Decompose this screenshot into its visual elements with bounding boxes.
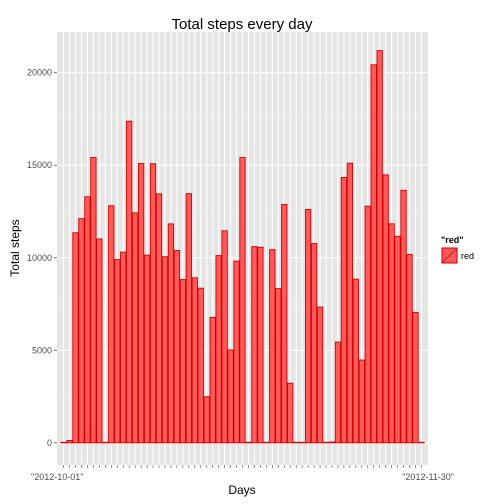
bar: [239, 157, 246, 444]
bar: [108, 205, 115, 444]
bar: [287, 382, 294, 444]
bar: [143, 254, 151, 444]
bar: [155, 193, 163, 444]
chart-title: Total steps every day: [172, 16, 313, 33]
bar: [132, 212, 139, 444]
bar: [370, 64, 377, 444]
bar: [328, 441, 336, 444]
bar: [149, 163, 157, 444]
legend: "red" red: [440, 235, 474, 265]
bar: [257, 246, 264, 444]
legend-label: red: [461, 251, 474, 261]
bar: [334, 341, 342, 444]
bar: [96, 238, 103, 444]
bar: [173, 249, 181, 444]
x-tick-label-last: "2012-11-30": [402, 472, 454, 482]
bar: [221, 230, 228, 444]
bar: [66, 440, 73, 444]
bar: [191, 277, 198, 444]
bar: [316, 306, 324, 444]
bar: [293, 441, 300, 444]
bar: [340, 177, 348, 444]
bar: [322, 441, 330, 444]
bar: [376, 50, 383, 444]
legend-key-slash: [441, 247, 458, 264]
bar: [167, 223, 175, 444]
bar: [364, 205, 371, 444]
bar: [263, 441, 270, 444]
bar: [197, 287, 204, 444]
bar: [251, 246, 258, 444]
y-tick-label: 5000: [32, 345, 52, 355]
bar: [126, 120, 133, 444]
bar: [406, 253, 413, 444]
bar: [185, 193, 192, 444]
y-axis: 0 5000 10000 15000 20000: [27, 68, 57, 448]
bars: [60, 50, 425, 444]
y-tick-label: 20000: [27, 68, 52, 78]
bar: [382, 174, 389, 444]
bar: [304, 209, 312, 444]
bar: [388, 223, 395, 444]
bar: [352, 278, 359, 444]
bar: [310, 243, 318, 444]
bar: [233, 260, 240, 444]
bar: [245, 441, 252, 444]
bar: [137, 162, 145, 444]
bar: [412, 311, 419, 444]
bar: [215, 255, 222, 444]
bar: [84, 196, 91, 444]
bar: [114, 259, 121, 444]
y-tick-label: 0: [47, 438, 52, 448]
y-tick-label: 10000: [27, 253, 52, 263]
bar: [227, 349, 234, 444]
bar: [400, 189, 407, 444]
bar: [72, 232, 79, 444]
legend-title: "red": [441, 235, 464, 245]
bar: [418, 441, 425, 444]
bar: [394, 235, 401, 444]
bar: [203, 396, 210, 444]
bar: [90, 157, 97, 444]
bar: [60, 441, 67, 444]
bar: [281, 203, 288, 444]
x-axis: "2012-10-01" "2012-11-30": [31, 465, 454, 482]
bar: [120, 251, 127, 444]
bar: [102, 441, 109, 444]
bar: [179, 279, 186, 444]
bar: [209, 316, 216, 444]
bar: [358, 359, 365, 444]
bar: [299, 441, 306, 444]
x-tick-label-first: "2012-10-01": [31, 472, 83, 482]
x-axis-title: Days: [228, 483, 255, 497]
y-axis-title: Total steps: [8, 219, 22, 276]
bar: [269, 249, 276, 444]
bar: [78, 218, 85, 444]
bar: [161, 256, 169, 444]
bar: [275, 288, 282, 444]
bar: [346, 162, 353, 444]
y-tick-label: 15000: [27, 160, 52, 170]
